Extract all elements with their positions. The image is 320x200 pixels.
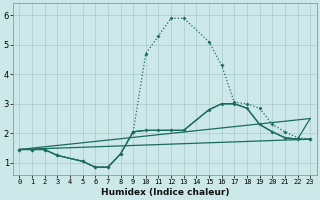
X-axis label: Humidex (Indice chaleur): Humidex (Indice chaleur) — [100, 188, 229, 197]
